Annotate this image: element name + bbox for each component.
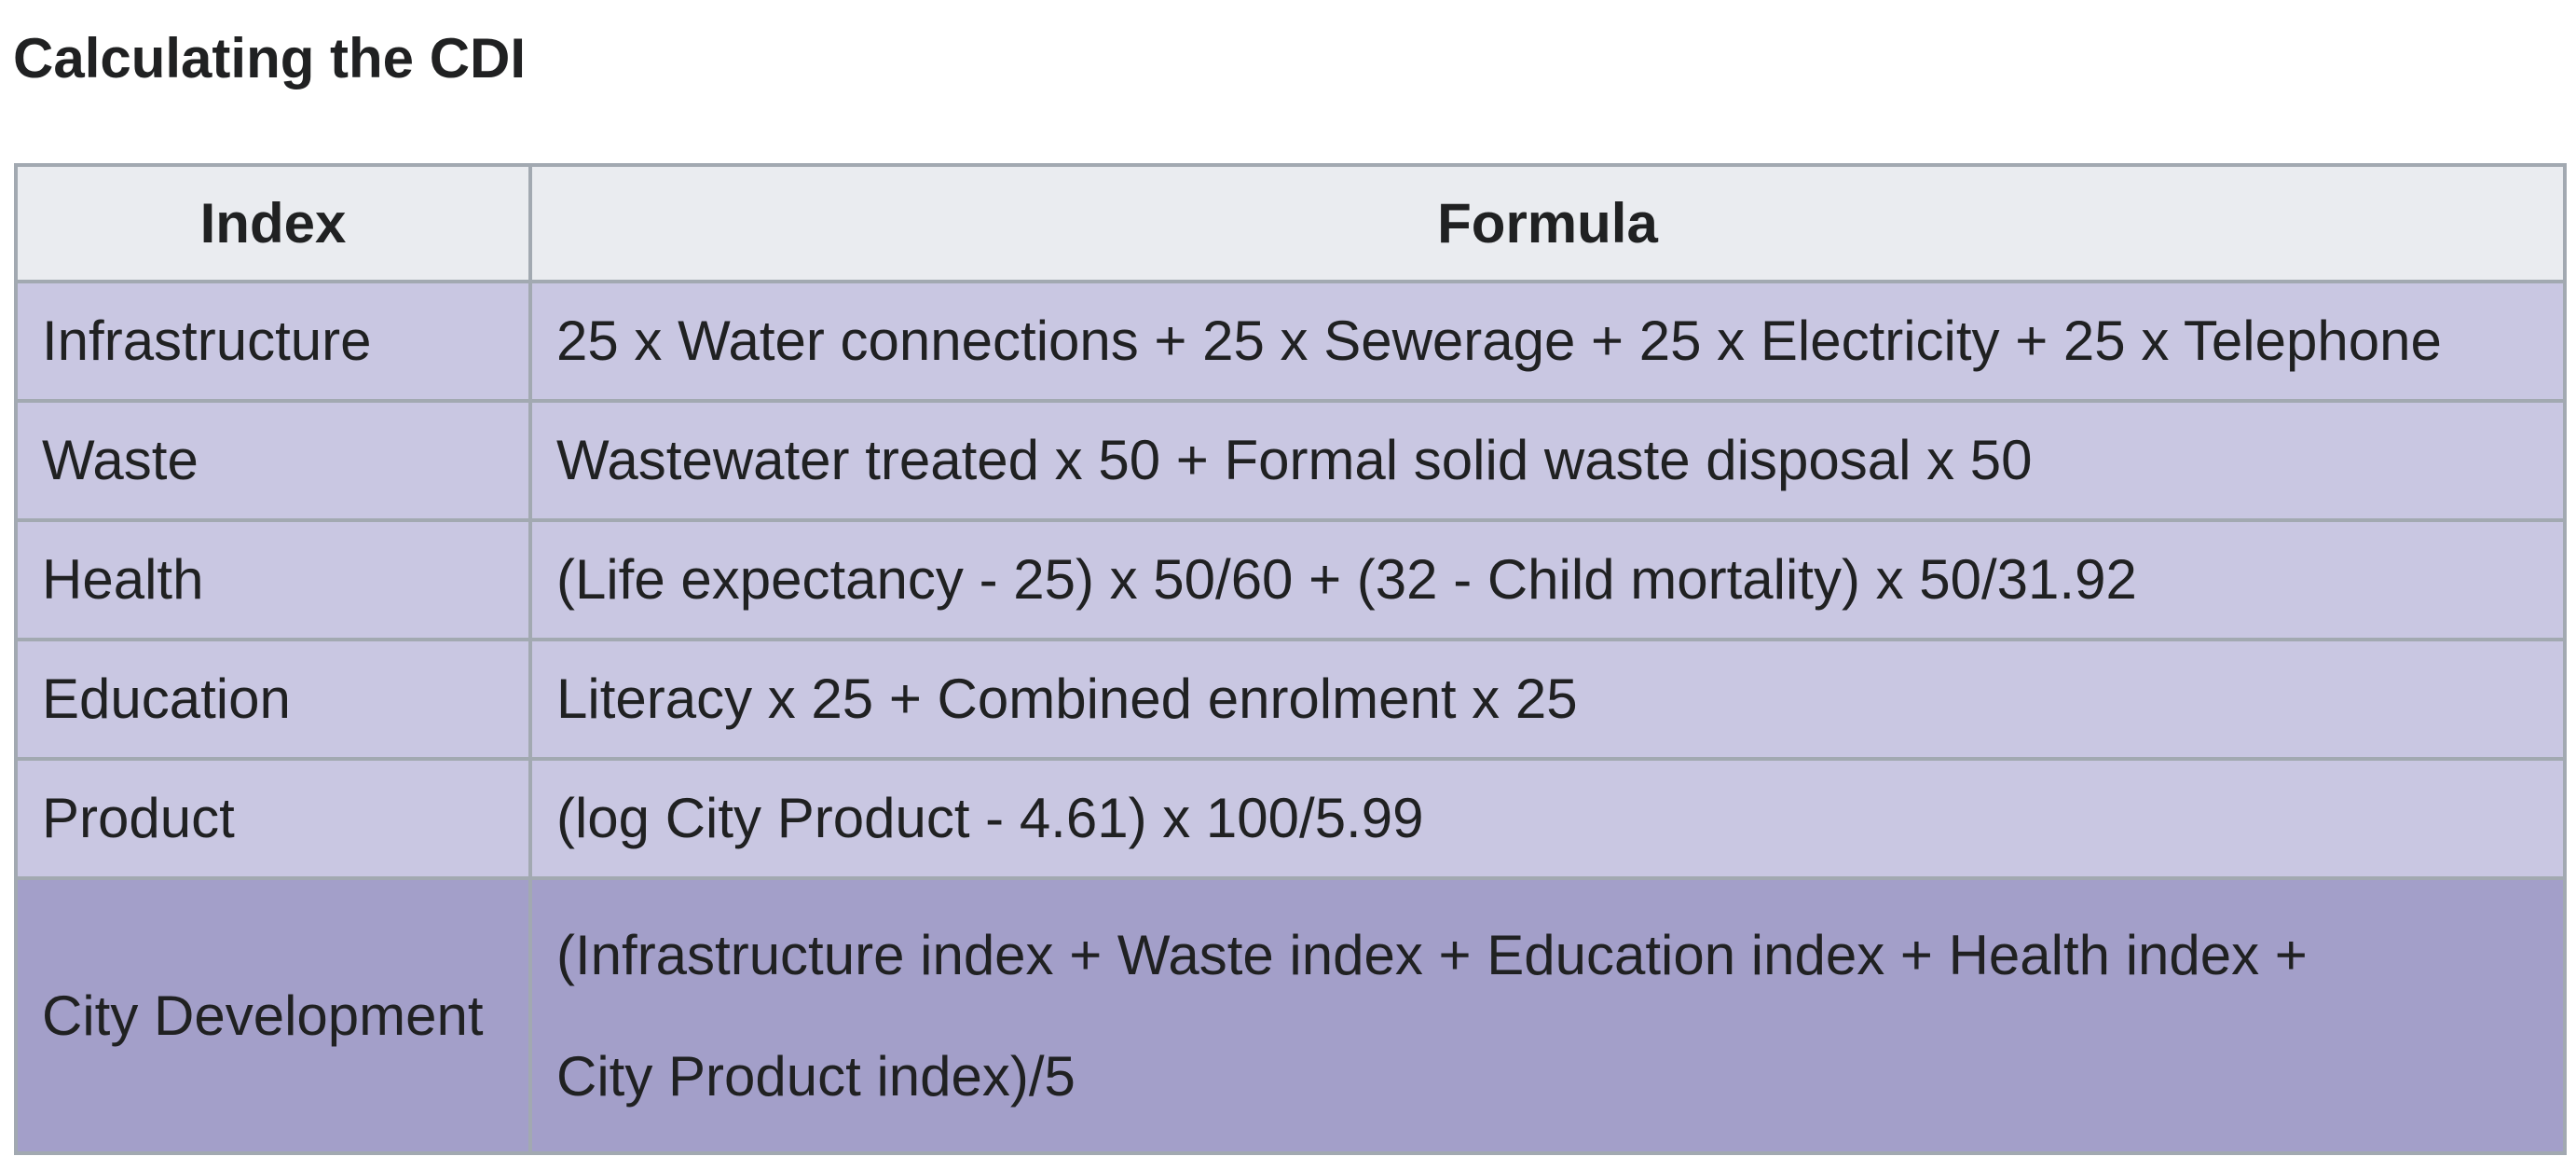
index-cell-infrastructure: Infrastructure	[14, 280, 532, 403]
column-header-index[interactable]: Index	[14, 163, 532, 283]
formula-line: (Infrastructure index + Waste index + Ed…	[556, 923, 2308, 986]
formula-cell-city-development: (Infrastructure index + Waste index + Ed…	[528, 876, 2567, 1155]
index-cell-education: Education	[14, 638, 532, 761]
table-row: Health (Life expectancy - 25) x 50/60 + …	[14, 518, 2567, 641]
formula-cell-product: (log City Product - 4.61) x 100/5.99	[528, 757, 2567, 880]
table-row: Product (log City Product - 4.61) x 100/…	[14, 757, 2567, 880]
index-cell-waste: Waste	[14, 399, 532, 522]
formula-cell-waste: Wastewater treated x 50 + Formal solid w…	[528, 399, 2567, 522]
cdi-formula-table: Index Formula Infrastructure 25 x Water …	[14, 163, 2567, 1155]
index-cell-health: Health	[14, 518, 532, 641]
formula-cell-education: Literacy x 25 + Combined enrolment x 25	[528, 638, 2567, 761]
table-row: Waste Wastewater treated x 50 + Formal s…	[14, 399, 2567, 522]
table-row-total: City Development (Infrastructure index +…	[14, 876, 2567, 1155]
index-cell-city-development: City Development	[14, 876, 532, 1155]
index-cell-product: Product	[14, 757, 532, 880]
formula-cell-infrastructure: 25 x Water connections + 25 x Sewerage +…	[528, 280, 2567, 403]
table-header-row: Index Formula	[14, 163, 2567, 283]
column-header-formula[interactable]: Formula	[528, 163, 2567, 283]
table-row: Education Literacy x 25 + Combined enrol…	[14, 638, 2567, 761]
page-title: Calculating the CDI	[13, 27, 527, 89]
formula-cell-health: (Life expectancy - 25) x 50/60 + (32 - C…	[528, 518, 2567, 641]
formula-line: City Product index)/5	[556, 1044, 1076, 1108]
table-row: Infrastructure 25 x Water connections + …	[14, 280, 2567, 403]
